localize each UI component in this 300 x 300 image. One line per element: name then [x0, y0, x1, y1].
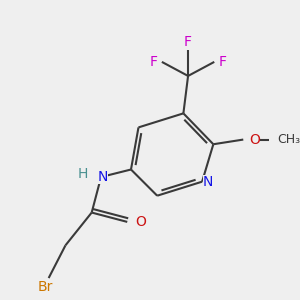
Text: F: F: [219, 55, 227, 69]
Text: H: H: [78, 167, 88, 181]
Text: O: O: [249, 133, 260, 147]
Text: Br: Br: [37, 280, 52, 294]
Text: F: F: [149, 55, 158, 69]
Text: CH₃: CH₃: [277, 133, 300, 146]
Text: N: N: [202, 175, 213, 189]
Text: F: F: [184, 35, 192, 49]
Text: O: O: [136, 215, 146, 229]
Text: N: N: [98, 170, 108, 184]
